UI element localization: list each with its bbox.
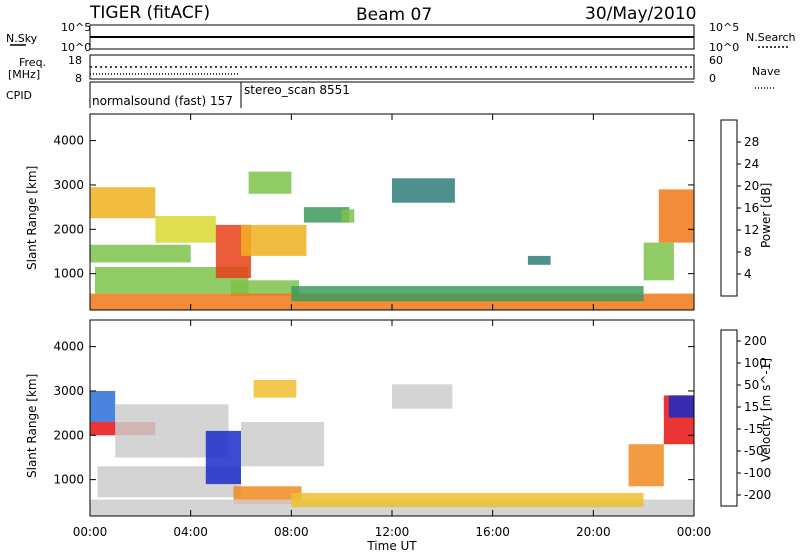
velocity-y-axis: 1000 2000 3000 4000 [53,340,694,487]
power-colorbar-tick-label-6: 28 [744,135,759,149]
time-tick-label-2: 08:00 [274,525,309,539]
power-data [90,171,694,310]
sky-right-tick-top: 10^5 [709,21,739,34]
velocity-y-label: Slant Range [km] [25,374,39,478]
power-y-axis: 1000 2000 3000 4000 [53,134,694,281]
power-colorbar: 4 8 12 16 20 24 28 Power [dB] [720,119,773,297]
cpid-segment-2: stereo_scan 8551 [244,83,350,97]
velocity-colorbar-label: Velocity [m s^-1] [759,358,773,462]
velocity-colorbar-tick-label-6: -100 [744,466,771,480]
power-band-6 [248,171,292,194]
velocity-y-tick-label-3: 4000 [53,340,84,354]
power-band-10 [392,178,455,203]
nave-label: Nave [752,65,780,78]
velocity-panel: 1000 2000 3000 4000 Slant Range [km] [25,319,695,517]
power-colorbar-tick-label-0: 4 [744,267,752,281]
power-colorbar-tick-label-2: 12 [744,223,759,237]
freq-tick-bottom: 8 [75,72,82,85]
sky-left-tick-bottom: 10^0 [61,41,91,54]
power-band-0 [90,187,156,219]
velocity-band-13 [291,492,644,508]
sky-right-tick-bottom: 10^0 [709,41,739,54]
search-label: N.Search [746,31,796,44]
sky-strip: N.Sky 10^5 10^0 10^5 10^0 N.Search [6,21,796,54]
velocity-colorbar: 200 100 50 15 -15 -50 -100 -200 Velocity [m s^-… [720,329,773,507]
velocity-colorbar-tick-label-3: 15 [744,400,759,414]
power-y-tick-label-2: 3000 [53,178,84,192]
power-band-7 [303,207,350,223]
velocity-band-0 [90,391,116,422]
power-band-15 [291,286,644,302]
velocity-colorbar-tick-label-7: -200 [744,488,771,502]
power-band-1 [155,216,216,243]
time-tick-label-0: 00:00 [73,525,108,539]
velocity-colorbar-tick-label-5: -50 [744,444,764,458]
power-colorbar-frame [720,119,738,297]
time-tick-label-1: 04:00 [173,525,208,539]
freq-label-2: [MHz] [8,68,40,81]
freq-label-1: Freq. [19,56,46,69]
velocity-colorbar-tick-label-4: -15 [744,422,764,436]
velocity-y-tick-label-1: 2000 [53,428,84,442]
power-band-13 [658,189,694,243]
power-band-8 [230,280,299,296]
power-colorbar-tick-label-3: 16 [744,201,759,215]
time-axis-title: Time UT [366,539,417,553]
power-y-label: Slant Range [km] [25,166,39,270]
velocity-band-6 [253,379,297,398]
nave-tick-top: 60 [709,54,723,67]
velocity-y-tick-label-2: 3000 [53,384,84,398]
cpid-segment-1: normalsound (fast) 157 [92,94,233,108]
cpid-label: CPID [6,89,32,102]
radar-title: TIGER (fitACF) [89,3,210,23]
beam-title: Beam 07 [356,5,432,25]
power-band-2 [90,244,191,263]
power-colorbar-ticks: 4 8 12 16 20 24 28 [737,135,759,281]
time-tick-label-3: 12:00 [375,525,410,539]
velocity-band-5 [241,422,325,467]
power-colorbar-label: Power [dB] [759,183,773,248]
power-band-11 [527,255,551,265]
cpid-strip: CPID normalsound (fast) 157 stereo_scan … [6,81,694,108]
velocity-band-9 [628,444,664,487]
time-axis-labels: 00:00 04:00 08:00 12:00 16:00 20:00 00:00 [73,525,712,539]
time-tick-label-6: 00:00 [677,525,712,539]
velocity-band-11 [668,395,694,418]
power-y-tick-label-1: 2000 [53,222,84,236]
date-title: 30/May/2010 [585,4,697,24]
power-y-tick-label-3: 4000 [53,134,84,148]
power-band-9 [341,209,355,223]
freq-tick-top: 18 [68,54,82,67]
velocity-y-tick-label-0: 1000 [53,473,84,487]
power-band-5 [241,224,307,256]
velocity-colorbar-tick-label-2: 50 [744,378,759,392]
power-x-axis [89,114,695,310]
freq-strip: Freq. [MHz] 18 8 60 0 Nave [8,54,780,89]
sky-left-tick-top: 10^5 [61,21,91,34]
time-tick-label-5: 20:00 [576,525,611,539]
velocity-colorbar-tick-label-1: 100 [744,356,767,370]
power-y-tick-label-0: 1000 [53,267,84,281]
time-tick-label-4: 16:00 [475,525,510,539]
velocity-band-7 [233,486,302,504]
power-colorbar-tick-label-5: 24 [744,157,759,171]
velocity-band-8 [392,384,453,409]
velocity-data [90,379,694,516]
velocity-band-4 [205,430,241,485]
power-colorbar-tick-label-4: 20 [744,179,759,193]
nave-tick-bottom: 0 [709,72,716,85]
velocity-colorbar-ticks: 200 100 50 15 -15 -50 -100 -200 [737,334,771,502]
power-band-12 [643,242,674,281]
power-panel: 1000 2000 3000 4000 Slant Range [km] [25,113,695,311]
power-colorbar-tick-label-1: 8 [744,245,752,259]
velocity-colorbar-frame [720,329,738,507]
velocity-colorbar-tick-label-0: 200 [744,334,767,348]
sky-label: N.Sky [6,32,38,45]
velocity-x-axis [89,320,695,516]
